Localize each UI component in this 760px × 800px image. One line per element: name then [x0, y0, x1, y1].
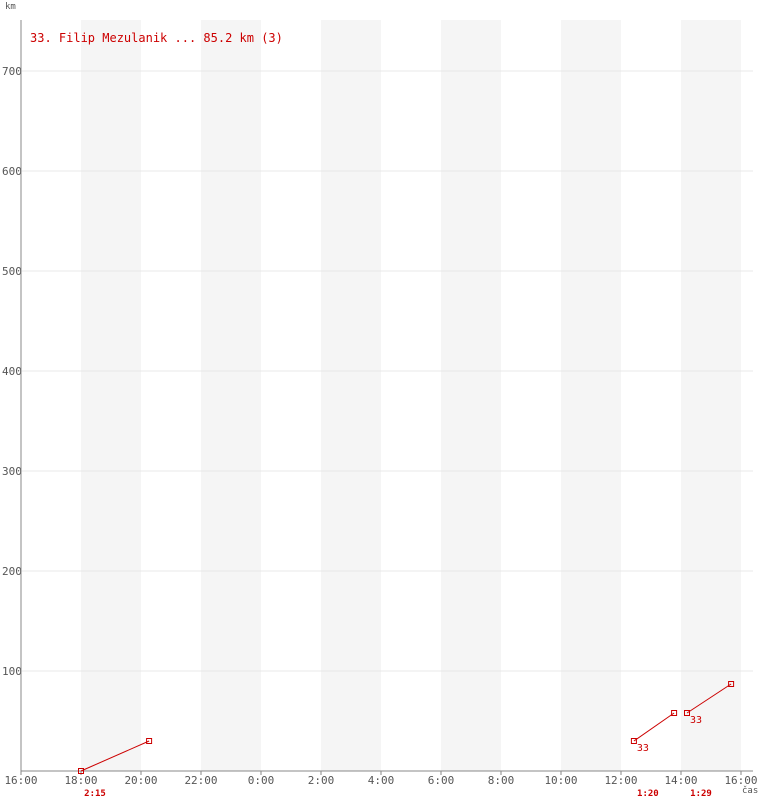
x-tick-label: 16:00 [4, 774, 37, 787]
point-marker [630, 738, 637, 744]
point-label: 33 [637, 743, 649, 754]
point-marker [146, 738, 153, 744]
x-tick-label: 4:00 [368, 774, 395, 787]
chart-title: 33. Filip Mezulanik ... 85.2 km (3) [30, 31, 283, 45]
y-tick-label: 400 [2, 365, 22, 378]
shaded-band [321, 20, 381, 771]
shaded-band [561, 20, 621, 771]
point-label: 33 [690, 715, 702, 726]
y-tick-label: 600 [2, 165, 22, 178]
x-tick-label: 0:00 [248, 774, 275, 787]
x-axis-label: čas [742, 785, 758, 796]
duration-label: 1:29 [690, 789, 712, 799]
x-tick-label: 16:00 [724, 774, 757, 787]
shaded-band [201, 20, 261, 771]
point-marker [671, 710, 678, 716]
y-tick-label: 100 [2, 665, 22, 678]
x-tick-label: 20:00 [124, 774, 157, 787]
y-tick-label: 500 [2, 265, 22, 278]
y-axis-label: km [5, 2, 16, 12]
point-marker [728, 681, 735, 687]
x-tick-label: 8:00 [488, 774, 515, 787]
x-tick-label: 18:00 [64, 774, 97, 787]
y-tick-label: 200 [2, 565, 22, 578]
x-tick-label: 10:00 [544, 774, 577, 787]
point-marker [684, 710, 690, 716]
x-tick-label: 12:00 [604, 774, 637, 787]
duration-label: 2:15 [84, 789, 106, 799]
shaded-band [681, 20, 741, 771]
point-marker [78, 768, 84, 774]
y-tick-label: 300 [2, 465, 22, 478]
segment-line [633, 712, 675, 742]
y-tick-label: 700 [2, 65, 22, 78]
segment-line [80, 740, 150, 772]
shaded-band [81, 20, 141, 771]
segment-line [686, 683, 732, 714]
x-tick-label: 6:00 [428, 774, 455, 787]
x-tick-label: 2:00 [308, 774, 335, 787]
x-tick-label: 22:00 [184, 774, 217, 787]
duration-label: 1:20 [637, 789, 659, 799]
shaded-band [441, 20, 501, 771]
x-tick-label: 14:00 [664, 774, 697, 787]
